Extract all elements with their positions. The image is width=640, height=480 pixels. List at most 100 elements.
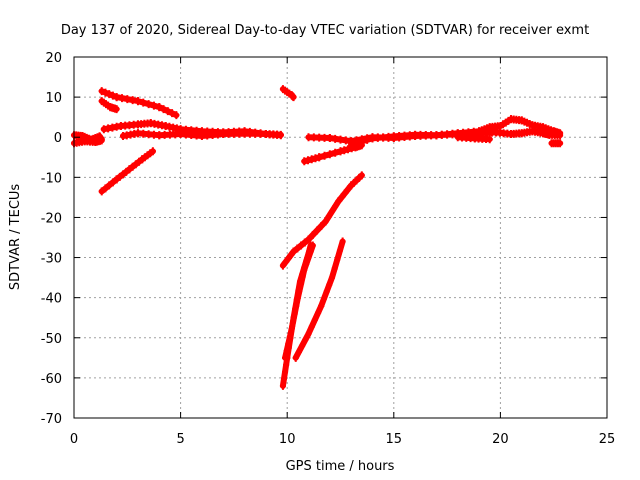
y-tick-label: 10 [45, 91, 62, 106]
y-tick-label: -40 [41, 292, 62, 307]
data-point-marker [204, 131, 211, 140]
y-tick-label: -70 [41, 412, 62, 427]
data-point-marker [166, 130, 173, 139]
data-point-marker [337, 147, 344, 156]
data-point-marker [358, 171, 365, 180]
data-point-marker [116, 172, 123, 181]
data-point-marker [246, 129, 253, 138]
chart-title: Day 137 of 2020, Sidereal Day-to-day VTE… [61, 23, 589, 38]
data-point-marker [380, 133, 387, 142]
x-tick-label: 5 [176, 432, 184, 447]
data-point-marker [113, 105, 120, 114]
data-point-marker [282, 353, 289, 362]
data-point-marker [557, 139, 564, 148]
data-point-marker [126, 165, 133, 174]
data-point-marker [292, 353, 299, 362]
y-tick-label: -30 [41, 252, 62, 267]
data-point-marker [321, 151, 328, 160]
data-point-marker [230, 129, 237, 138]
data-point-marker [302, 335, 309, 344]
data-point-marker [316, 153, 323, 162]
data-point-marker [177, 130, 184, 139]
data-point-marker [344, 185, 351, 194]
data-point-marker [323, 287, 330, 296]
data-point-marker [129, 96, 136, 105]
data-point-marker [339, 237, 346, 246]
data-point-marker [417, 130, 424, 139]
data-point-marker [134, 129, 141, 138]
x-tick-label: 0 [70, 432, 78, 447]
data-point-marker [401, 131, 408, 140]
data-point-marker [353, 138, 360, 147]
data-point-marker [331, 264, 338, 273]
x-tick-label: 20 [492, 432, 509, 447]
data-point-marker [106, 90, 113, 99]
data-point-marker [314, 226, 321, 235]
data-point-marker [326, 150, 333, 159]
data-point-marker [344, 145, 351, 154]
data-point-marker [342, 136, 349, 145]
data-point-marker [283, 360, 290, 369]
x-axis-label: GPS time / hours [286, 459, 395, 474]
data-point-marker [328, 207, 335, 216]
data-point-marker [120, 170, 127, 179]
data-point-marker [169, 109, 176, 118]
data-point-marker [321, 133, 328, 142]
data-point-marker [290, 317, 297, 326]
data-point-marker [294, 244, 301, 253]
data-point-marker [308, 155, 315, 164]
data-point-marker [102, 184, 109, 193]
data-point-marker [286, 332, 293, 341]
data-point-marker [140, 98, 147, 107]
data-point-marker [305, 133, 312, 142]
data-point-marker [301, 157, 308, 166]
data-point-marker [150, 101, 157, 110]
data-point-marker [310, 133, 317, 142]
data-point-marker [322, 217, 329, 226]
data-point-marker [301, 265, 308, 274]
data-point-marker [109, 178, 116, 187]
data-point-marker [341, 146, 348, 155]
data-point-marker [98, 136, 105, 145]
data-point-marker [332, 202, 339, 211]
data-point-marker [290, 93, 297, 102]
data-point-marker [198, 132, 205, 141]
data-point-marker [304, 156, 311, 165]
data-point-marker [336, 246, 343, 255]
data-point-marker [134, 97, 141, 106]
data-point-marker [109, 91, 116, 100]
data-point-marker [396, 132, 403, 141]
data-point-marker [428, 131, 435, 140]
y-axis-label: SDTVAR / TECUs [8, 184, 23, 291]
data-point-marker [173, 111, 180, 120]
data-point-marker [438, 130, 445, 139]
data-point-marker [257, 129, 264, 138]
data-point-marker [320, 294, 327, 303]
data-point-marker [385, 132, 392, 141]
y-tick-label: -20 [41, 211, 62, 226]
data-point-marker [364, 135, 371, 144]
tick-layer: 0 5 10 15 20 25 20 10 0 -10 -20 -30 -40 -50 -60 -70 [41, 51, 616, 447]
data-point-marker [305, 235, 312, 244]
data-point-marker [118, 94, 125, 103]
data-point-marker [124, 95, 131, 104]
data-point-marker [301, 238, 308, 247]
data-point-marker [486, 135, 493, 144]
data-point-marker [332, 134, 339, 143]
data-point-marker [374, 133, 381, 142]
data-point-marker [283, 346, 290, 355]
data-point-marker [288, 325, 295, 334]
data-point-marker [332, 148, 339, 157]
data-point-marker [303, 259, 310, 268]
data-point-marker [335, 197, 342, 206]
data-point-marker [299, 341, 306, 350]
data-point-marker [136, 157, 143, 166]
data-point-marker [209, 131, 216, 140]
data-point-marker [145, 100, 152, 109]
data-point-marker [106, 181, 113, 190]
data-point-marker [277, 130, 284, 139]
data-point-marker [279, 381, 286, 390]
data-point-marker [308, 322, 315, 331]
data-point-marker [412, 130, 419, 139]
data-point-marker [294, 293, 301, 302]
